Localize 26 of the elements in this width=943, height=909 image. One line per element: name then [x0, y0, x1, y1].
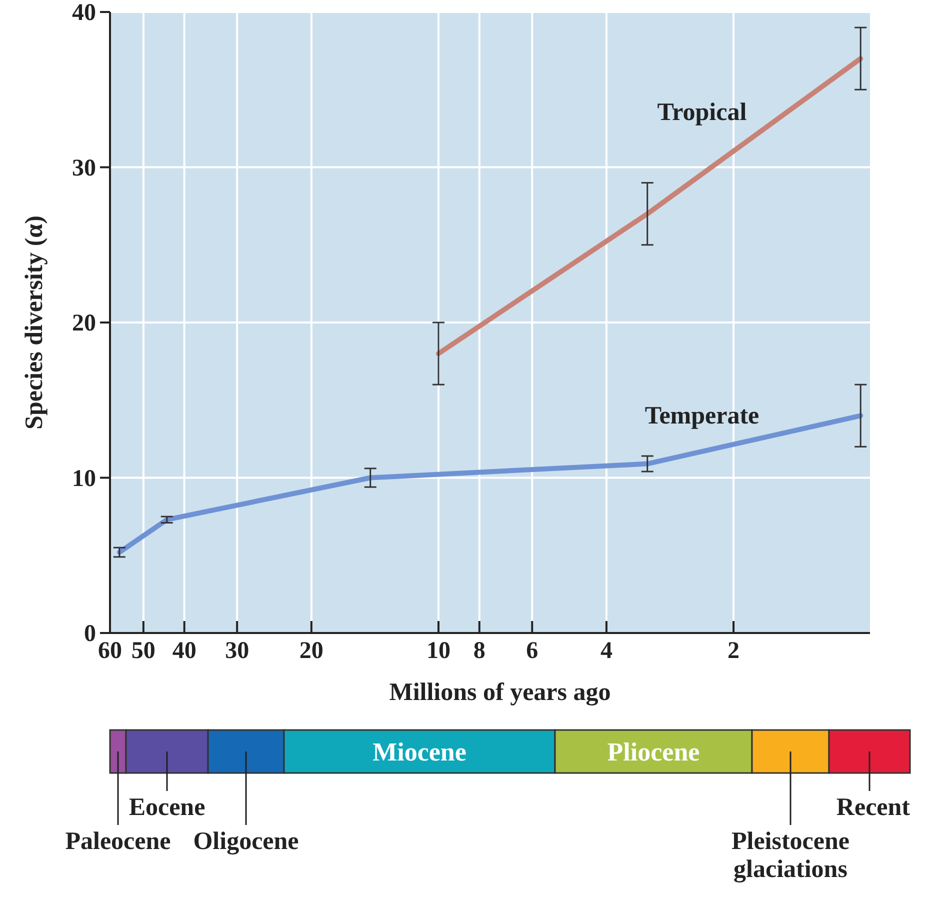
x-tick-label: 20 [299, 638, 324, 664]
text: Eocene [128, 794, 206, 821]
y-tick-label: 0 [84, 621, 96, 647]
x-tick-label: 50 [131, 638, 156, 664]
y-tick-label: 20 [72, 310, 96, 336]
text: Miocene [372, 738, 466, 766]
x-tick-label: 40 [172, 638, 196, 664]
y-axis-title: Species diversity (α) [21, 216, 48, 430]
y-tick-label: 10 [72, 466, 96, 492]
x-axis-title: Millions of years ago [389, 679, 611, 706]
series-label: Tropical [657, 99, 747, 126]
x-tick-label: 60 [98, 638, 122, 664]
text: Pleistocene glaciations [731, 828, 850, 883]
x-tick-label: 6 [526, 638, 538, 664]
y-tick-label: 40 [72, 0, 96, 26]
x-tick-label: 2 [728, 638, 740, 664]
x-tick-label: 10 [426, 638, 450, 664]
text: Pliocene [607, 738, 700, 766]
text: Oligocene [193, 828, 299, 855]
x-tick-label: 30 [225, 638, 250, 664]
text: Recent [836, 794, 911, 821]
y-tick-label: 30 [72, 155, 96, 182]
series-label: Temperate [644, 402, 760, 430]
x-tick-label: 4 [600, 638, 612, 664]
x-tick-label: 8 [473, 638, 486, 664]
text: Paleocene [65, 828, 171, 855]
